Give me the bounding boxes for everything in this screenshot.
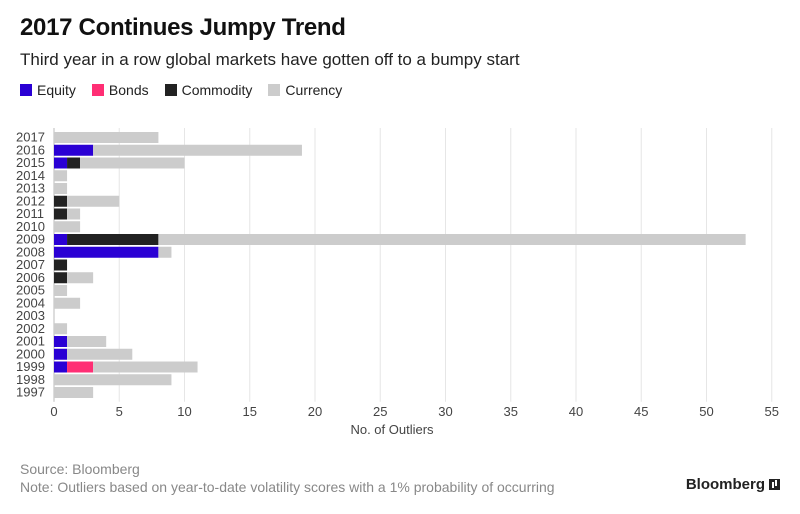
- legend-swatch: [20, 84, 32, 96]
- y-tick-label: 2015: [16, 155, 45, 170]
- source-note: Source: Bloomberg: [20, 461, 140, 477]
- x-tick-label: 20: [308, 404, 322, 419]
- footnote: Note: Outliers based on year-to-date vol…: [20, 479, 555, 495]
- x-tick-label: 0: [50, 404, 57, 419]
- bar-segment: [54, 387, 94, 398]
- bar-segment: [54, 361, 68, 373]
- x-tick-label: 5: [116, 404, 123, 419]
- y-tick-label: 2000: [16, 346, 45, 361]
- legend-item-commodity: Commodity: [164, 82, 253, 98]
- y-tick-label: 2016: [16, 142, 45, 157]
- y-tick-label: 2002: [16, 321, 45, 336]
- y-tick-label: 2003: [16, 308, 45, 323]
- legend-item-currency: Currency: [268, 82, 342, 98]
- bar-segment: [67, 348, 133, 360]
- legend-swatch: [164, 84, 177, 96]
- bar-segment: [54, 157, 68, 169]
- x-tick-label: 15: [243, 404, 257, 419]
- legend-label: Equity: [37, 82, 76, 98]
- y-tick-label: 2008: [16, 244, 45, 259]
- bar-segment: [54, 144, 94, 156]
- y-tick-label: 2011: [16, 206, 44, 221]
- legend-swatch: [268, 84, 281, 96]
- bar-segment: [67, 336, 107, 347]
- bar-segment: [80, 157, 185, 169]
- y-tick-label: 2006: [16, 270, 45, 285]
- legend: Equity Bonds Commodity Currency: [20, 82, 342, 98]
- bar-segment: [67, 208, 81, 220]
- bar-segment: [54, 132, 159, 143]
- y-tick-label: 1998: [16, 372, 45, 387]
- chart-subtitle: Third year in a row global markets have …: [20, 50, 520, 69]
- bar-segment: [54, 374, 172, 386]
- legend-swatch: [91, 84, 104, 96]
- x-tick-label: 45: [634, 404, 648, 419]
- legend-label: Commodity: [181, 82, 253, 98]
- y-tick-label: 2012: [16, 193, 45, 208]
- bar-segment: [67, 234, 159, 245]
- y-tick-label: 2007: [16, 257, 45, 272]
- x-axis-title: No. of Outliers: [350, 422, 434, 437]
- bar-segment: [67, 361, 94, 373]
- bar-segment: [54, 208, 68, 220]
- x-tick-label: 30: [438, 404, 452, 419]
- bar-segment: [54, 246, 159, 258]
- bar-segment: [67, 272, 94, 284]
- bar-segment: [54, 234, 68, 245]
- y-tick-label: 2014: [16, 168, 45, 183]
- chart-title: 2017 Continues Jumpy Trend: [20, 14, 346, 41]
- bloomberg-logo: Bloomberg: [686, 476, 780, 493]
- bar-segment: [54, 259, 68, 271]
- y-tick-label: 2005: [16, 283, 45, 298]
- bloomberg-chart-icon: [769, 479, 780, 490]
- y-tick-label: 2017: [16, 130, 45, 145]
- bar-segment: [54, 183, 68, 194]
- bar-segment: [54, 221, 81, 233]
- bar-segment: [93, 144, 302, 156]
- x-tick-label: 25: [373, 404, 387, 419]
- x-tick-label: 50: [699, 404, 713, 419]
- bar-segment: [54, 348, 68, 360]
- y-tick-label: 1997: [16, 385, 45, 400]
- bar-segment: [54, 336, 68, 347]
- bar-segment: [158, 234, 746, 245]
- y-tick-label: 2004: [16, 295, 45, 310]
- bar-segment: [54, 323, 68, 335]
- bar-segment: [158, 246, 172, 258]
- bar-segment: [54, 285, 68, 296]
- legend-item-equity: Equity: [20, 82, 76, 98]
- legend-item-bonds: Bonds: [91, 82, 149, 98]
- bar-segment: [54, 195, 68, 207]
- legend-label: Bonds: [108, 82, 149, 98]
- y-tick-label: 2013: [16, 181, 45, 196]
- bar-segment: [54, 272, 68, 284]
- bar-segment: [67, 195, 120, 207]
- y-tick-label: 1999: [16, 359, 45, 374]
- bar-segment: [93, 361, 198, 373]
- x-tick-label: 40: [569, 404, 583, 419]
- x-tick-label: 10: [177, 404, 191, 419]
- logo-text: Bloomberg: [685, 476, 765, 493]
- bar-segment: [54, 297, 81, 309]
- x-tick-label: 35: [504, 404, 518, 419]
- y-tick-label: 2009: [16, 232, 45, 247]
- bar-segment: [54, 170, 68, 182]
- y-tick-label: 2010: [16, 219, 45, 234]
- legend-label: Currency: [285, 82, 343, 98]
- x-tick-label: 55: [765, 404, 779, 419]
- footer: Source: Bloomberg Note: Outliers based o…: [20, 460, 555, 496]
- bar-segment: [67, 157, 81, 169]
- y-tick-label: 2001: [16, 334, 45, 349]
